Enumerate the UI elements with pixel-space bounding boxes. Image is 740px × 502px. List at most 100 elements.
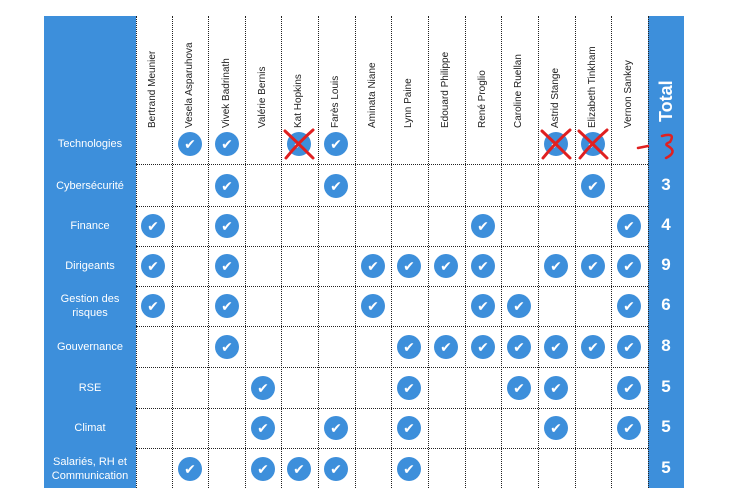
check-icon: ✔ xyxy=(215,254,239,278)
check-icon: ✔ xyxy=(544,335,568,359)
skill-row-label: Climat xyxy=(74,422,106,434)
check-icon: ✔ xyxy=(324,132,348,156)
check-icon: ✔ xyxy=(617,294,641,318)
column-separator xyxy=(538,16,539,488)
row-separator xyxy=(136,367,648,368)
row-total: 5 xyxy=(661,458,671,477)
column-separator xyxy=(355,16,356,488)
row-total: 8 xyxy=(661,336,671,355)
check-icon: ✔ xyxy=(324,174,348,198)
check-icon: ✔ xyxy=(251,457,275,481)
row-total: 5 xyxy=(661,377,671,396)
column-separator xyxy=(648,16,649,488)
check-icon: ✔ xyxy=(141,214,165,238)
row-separator xyxy=(136,448,648,449)
check-icon: ✔ xyxy=(617,335,641,359)
column-separator xyxy=(281,16,282,488)
member-name: Astrid Stange xyxy=(550,67,561,128)
column-separator xyxy=(136,16,137,488)
check-icon: ✔ xyxy=(471,335,495,359)
member-name: Farès Louis xyxy=(330,75,341,128)
check-icon: ✔ xyxy=(215,214,239,238)
check-icon: ✔ xyxy=(544,254,568,278)
member-name: Vesela Asparuhova xyxy=(184,42,195,128)
check-icon: ✔ xyxy=(471,294,495,318)
strike-x-icon xyxy=(283,128,315,160)
check-icon: ✔ xyxy=(544,416,568,440)
total-header-label: Total xyxy=(656,80,676,122)
column-separator xyxy=(611,16,612,488)
check-icon: ✔ xyxy=(324,416,348,440)
member-name: Caroline Ruellan xyxy=(513,54,524,128)
skill-row-label: RSE xyxy=(78,382,102,394)
member-name: Kat Hopkins xyxy=(293,74,304,128)
skill-row-label: Salariés, RH et Communication xyxy=(51,456,129,482)
row-separator xyxy=(136,206,648,207)
column-separator xyxy=(465,16,466,488)
check-icon: ✔ xyxy=(581,254,605,278)
check-icon: ✔ xyxy=(544,376,568,400)
check-icon: ✔ xyxy=(397,457,421,481)
row-total: 9 xyxy=(661,255,671,274)
check-icon: ✔ xyxy=(617,214,641,238)
check-icon: ✔ xyxy=(178,457,202,481)
member-name: Lynn Paine xyxy=(403,78,414,128)
row-total: 3 xyxy=(661,175,671,194)
skill-row-label: Finance xyxy=(70,220,110,232)
check-icon: ✔ xyxy=(215,335,239,359)
check-icon: ✔ xyxy=(471,254,495,278)
check-icon: ✔ xyxy=(581,335,605,359)
check-icon: ✔ xyxy=(141,254,165,278)
check-icon: ✔ xyxy=(287,457,311,481)
check-icon: ✔ xyxy=(434,335,458,359)
column-separator xyxy=(318,16,319,488)
check-icon: ✔ xyxy=(617,376,641,400)
check-icon: ✔ xyxy=(471,214,495,238)
check-icon: ✔ xyxy=(617,254,641,278)
check-icon: ✔ xyxy=(617,416,641,440)
column-separator xyxy=(172,16,173,488)
check-icon: ✔ xyxy=(397,254,421,278)
member-name: Vivek Badrinath xyxy=(221,58,232,128)
row-separator xyxy=(136,326,648,327)
row-total: 5 xyxy=(661,417,671,436)
skill-row-label: Technologies xyxy=(57,138,123,150)
row-separator xyxy=(136,408,648,409)
handwritten-total-correction-icon xyxy=(636,133,674,160)
check-icon: ✔ xyxy=(251,416,275,440)
member-name: René Proglio xyxy=(477,70,488,128)
member-name: Elizabeth Tinkham xyxy=(587,46,598,128)
total-column xyxy=(648,16,684,488)
check-icon: ✔ xyxy=(251,376,275,400)
check-icon: ✔ xyxy=(324,457,348,481)
skill-row-label: Gestion des risques xyxy=(60,293,120,319)
row-label-panel xyxy=(44,16,136,488)
skill-row-label: Gouvernance xyxy=(56,341,124,353)
check-icon: ✔ xyxy=(397,416,421,440)
column-separator xyxy=(575,16,576,488)
check-icon: ✔ xyxy=(215,132,239,156)
skill-row-label: Cybersécurité xyxy=(56,180,124,192)
check-icon: ✔ xyxy=(507,335,531,359)
column-separator xyxy=(208,16,209,488)
column-separator xyxy=(391,16,392,488)
check-icon: ✔ xyxy=(507,294,531,318)
member-name: Bertrand Meunier xyxy=(147,50,158,128)
column-separator xyxy=(501,16,502,488)
total-header: Total xyxy=(648,16,684,128)
row-separator xyxy=(136,164,648,165)
skill-row-label: Dirigeants xyxy=(65,260,115,272)
member-name: Vernon Sankey xyxy=(623,60,634,128)
check-icon: ✔ xyxy=(215,294,239,318)
check-icon: ✔ xyxy=(361,254,385,278)
check-icon: ✔ xyxy=(215,174,239,198)
check-icon: ✔ xyxy=(507,376,531,400)
check-icon: ✔ xyxy=(361,294,385,318)
row-separator xyxy=(136,286,648,287)
row-total: 6 xyxy=(661,295,671,314)
check-icon: ✔ xyxy=(397,335,421,359)
column-separator xyxy=(245,16,246,488)
row-separator xyxy=(136,246,648,247)
check-icon: ✔ xyxy=(581,174,605,198)
